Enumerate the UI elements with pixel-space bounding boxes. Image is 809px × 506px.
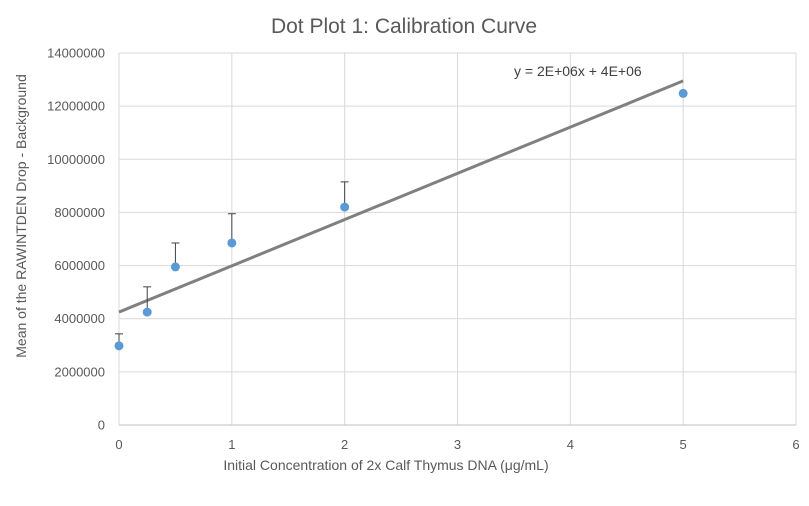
y-tick-label: 2000000 xyxy=(54,364,105,379)
y-tick-labels: 0 2000000 4000000 6000000 8000000 10000000 120… xyxy=(47,46,105,433)
trendline-layer xyxy=(118,79,684,314)
x-tick-label: 4 xyxy=(567,437,574,452)
y-tick-label: 0 xyxy=(98,418,105,433)
axes xyxy=(118,53,796,426)
x-tick-label: 0 xyxy=(115,437,122,452)
data-point xyxy=(142,307,152,317)
x-tick-label: 1 xyxy=(228,437,235,452)
x-tick-label: 2 xyxy=(341,437,348,452)
data-point xyxy=(340,202,350,212)
x-tick-label: 3 xyxy=(454,437,461,452)
y-tick-label: 14000000 xyxy=(47,46,105,61)
y-tick-label: 4000000 xyxy=(54,311,105,326)
y-tick-label: 10000000 xyxy=(47,152,105,167)
y-tick-label: 8000000 xyxy=(54,205,105,220)
y-tick-label: 12000000 xyxy=(47,99,105,114)
chart-title: Dot Plot 1: Calibration Curve xyxy=(271,15,537,38)
data-point xyxy=(678,88,688,98)
x-tick-label: 5 xyxy=(680,437,687,452)
x-tick-label: 6 xyxy=(792,437,799,452)
x-tick-labels: 0 1 2 3 4 5 6 xyxy=(115,437,799,452)
data-point xyxy=(170,262,180,272)
y-tick-label: 6000000 xyxy=(54,258,105,273)
data-point xyxy=(227,238,237,248)
x-axis-title: Initial Concentration of 2x Calf Thymus … xyxy=(223,457,548,473)
trendline xyxy=(118,79,684,314)
y-axis-title: Mean of the RAWINTDEN Drop - Background xyxy=(13,74,29,357)
data-point xyxy=(114,341,124,351)
gridlines xyxy=(119,52,797,425)
data-points xyxy=(114,88,688,351)
trendline-equation: y = 2E+06x + 4E+06 xyxy=(514,63,642,79)
